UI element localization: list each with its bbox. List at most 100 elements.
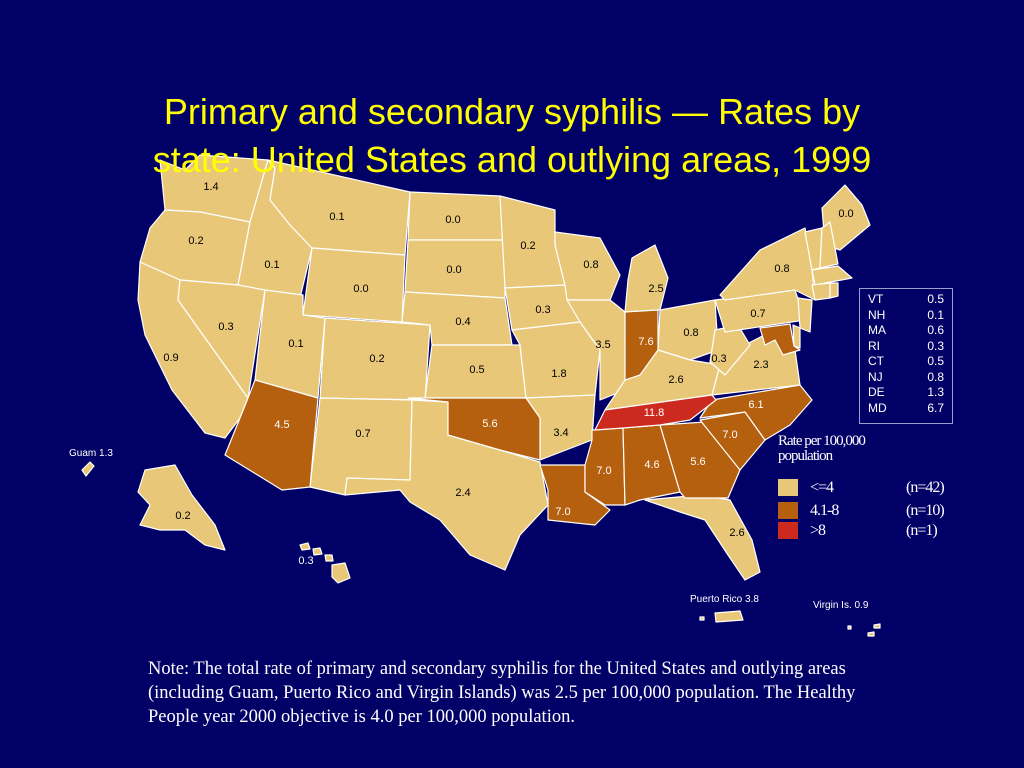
label-virgin-islands: Virgin Is. 0.9	[813, 600, 869, 611]
legend-swatch-high	[778, 522, 798, 539]
label-WY: 0.0	[353, 283, 368, 295]
state-OK	[407, 397, 541, 461]
legend-title: Rate per 100,000 population	[778, 434, 918, 464]
state-AZ	[224, 379, 319, 491]
ne-rate: 6.7	[927, 400, 944, 415]
label-GA: 5.6	[690, 456, 705, 468]
label-AZ: 4.5	[274, 419, 289, 431]
ne-rate: 0.5	[927, 354, 944, 368]
label-FL: 2.6	[729, 527, 744, 539]
label-HI: 0.3	[298, 555, 313, 567]
ne-state: DE	[868, 385, 885, 399]
ne-rate: 0.5	[927, 292, 944, 306]
ne-state: CT	[868, 354, 884, 368]
label-TN: 11.8	[644, 407, 665, 419]
label-IN: 7.6	[638, 336, 653, 348]
legend-count: (n=1)	[906, 522, 938, 539]
label-CO: 0.2	[369, 353, 384, 365]
table-row: MA 0.6	[868, 323, 944, 339]
northeast-rates-table: VT 0.5 NH 0.1 MA 0.6 RI 0.3 CT 0.5 NJ 0.8 DE 1.…	[859, 288, 953, 424]
virgin-islands	[847, 623, 881, 637]
state-TN	[594, 394, 717, 431]
state-MD	[759, 323, 801, 356]
state-NJ	[797, 297, 813, 333]
state-DE	[792, 324, 801, 349]
state-NH	[819, 221, 839, 269]
ne-state: NH	[868, 307, 886, 322]
table-row: DE 1.3	[868, 385, 944, 401]
label-OR: 0.2	[188, 235, 203, 247]
label-KS: 0.5	[469, 364, 484, 376]
legend-label: >8	[810, 522, 826, 539]
label-UT: 0.1	[288, 338, 303, 350]
legend-title-line-2: population	[778, 448, 833, 464]
ne-state: MD	[868, 400, 887, 415]
label-SC: 7.0	[722, 429, 737, 441]
state-RI	[829, 282, 839, 299]
footnote: Note: The total rate of primary and seco…	[148, 659, 856, 727]
label-OH: 0.8	[683, 327, 698, 339]
state-IL	[566, 299, 626, 401]
ne-rate: 1.3	[927, 385, 944, 399]
label-WI: 0.8	[583, 259, 598, 271]
page-title: Primary and secondary syphilis — Rates b…	[0, 88, 1024, 184]
label-MI: 2.5	[648, 283, 663, 295]
label-NY: 0.8	[774, 263, 789, 275]
label-guam: Guam 1.3	[69, 448, 113, 459]
title-line-1: Primary and secondary syphilis — Rates b…	[163, 91, 861, 132]
label-IL: 3.5	[595, 339, 610, 351]
label-ME: 0.0	[838, 208, 853, 220]
label-OK: 5.6	[482, 418, 497, 430]
label-AK: 0.2	[175, 510, 190, 522]
state-MI	[624, 244, 669, 313]
state-NC	[699, 384, 813, 441]
ne-state: NJ	[868, 369, 883, 384]
label-PA: 0.7	[750, 308, 765, 320]
legend-swatch-mid	[778, 502, 798, 519]
state-NY	[719, 227, 816, 301]
label-puerto-rico: Puerto Rico 3.8	[690, 594, 759, 605]
state-HI	[299, 542, 351, 584]
table-row: MD 6.7	[868, 401, 944, 417]
label-CA: 0.9	[163, 352, 178, 364]
label-MS: 7.0	[596, 465, 611, 477]
legend-label: 4.1-8	[810, 502, 839, 519]
ne-rate: 0.3	[927, 338, 944, 353]
label-VA: 2.3	[753, 359, 768, 371]
label-LA: 7.0	[555, 506, 570, 518]
ne-rate: 0.1	[927, 307, 944, 322]
label-MT: 0.1	[329, 211, 344, 223]
state-MA	[811, 265, 853, 286]
table-row: CT 0.5	[868, 354, 944, 370]
state-CT	[811, 282, 831, 301]
ne-state: MA	[868, 323, 886, 337]
label-WV: 0.3	[711, 353, 726, 365]
state-NV	[177, 279, 266, 399]
table-row: VT 0.5	[868, 292, 944, 308]
label-IA: 0.3	[535, 304, 550, 316]
label-TX: 2.4	[455, 487, 470, 499]
label-MO: 1.8	[551, 368, 566, 380]
ne-state: RI	[868, 338, 880, 353]
legend-count: (n=42)	[906, 479, 945, 496]
label-MN: 0.2	[520, 240, 535, 252]
label-NV: 0.3	[218, 321, 233, 333]
ne-rate: 0.8	[927, 369, 944, 384]
state-MO	[511, 321, 601, 399]
title-line-2: state: United States and outlying areas,…	[152, 139, 872, 180]
legend-title-line-1: Rate per 100,000	[778, 433, 866, 449]
guam-island	[81, 461, 95, 477]
label-ND: 0.0	[445, 214, 460, 226]
label-NC: 6.1	[748, 399, 763, 411]
label-NM: 0.7	[355, 428, 370, 440]
state-IN	[624, 309, 659, 381]
label-ID: 0.1	[264, 259, 279, 271]
label-WA: 1.4	[203, 181, 218, 193]
label-AL: 4.6	[644, 459, 659, 471]
ne-state: VT	[868, 292, 884, 306]
label-NE: 0.4	[455, 316, 470, 328]
label-AR: 3.4	[553, 427, 568, 439]
state-AK	[137, 464, 226, 551]
table-row: NJ 0.8	[868, 370, 944, 386]
